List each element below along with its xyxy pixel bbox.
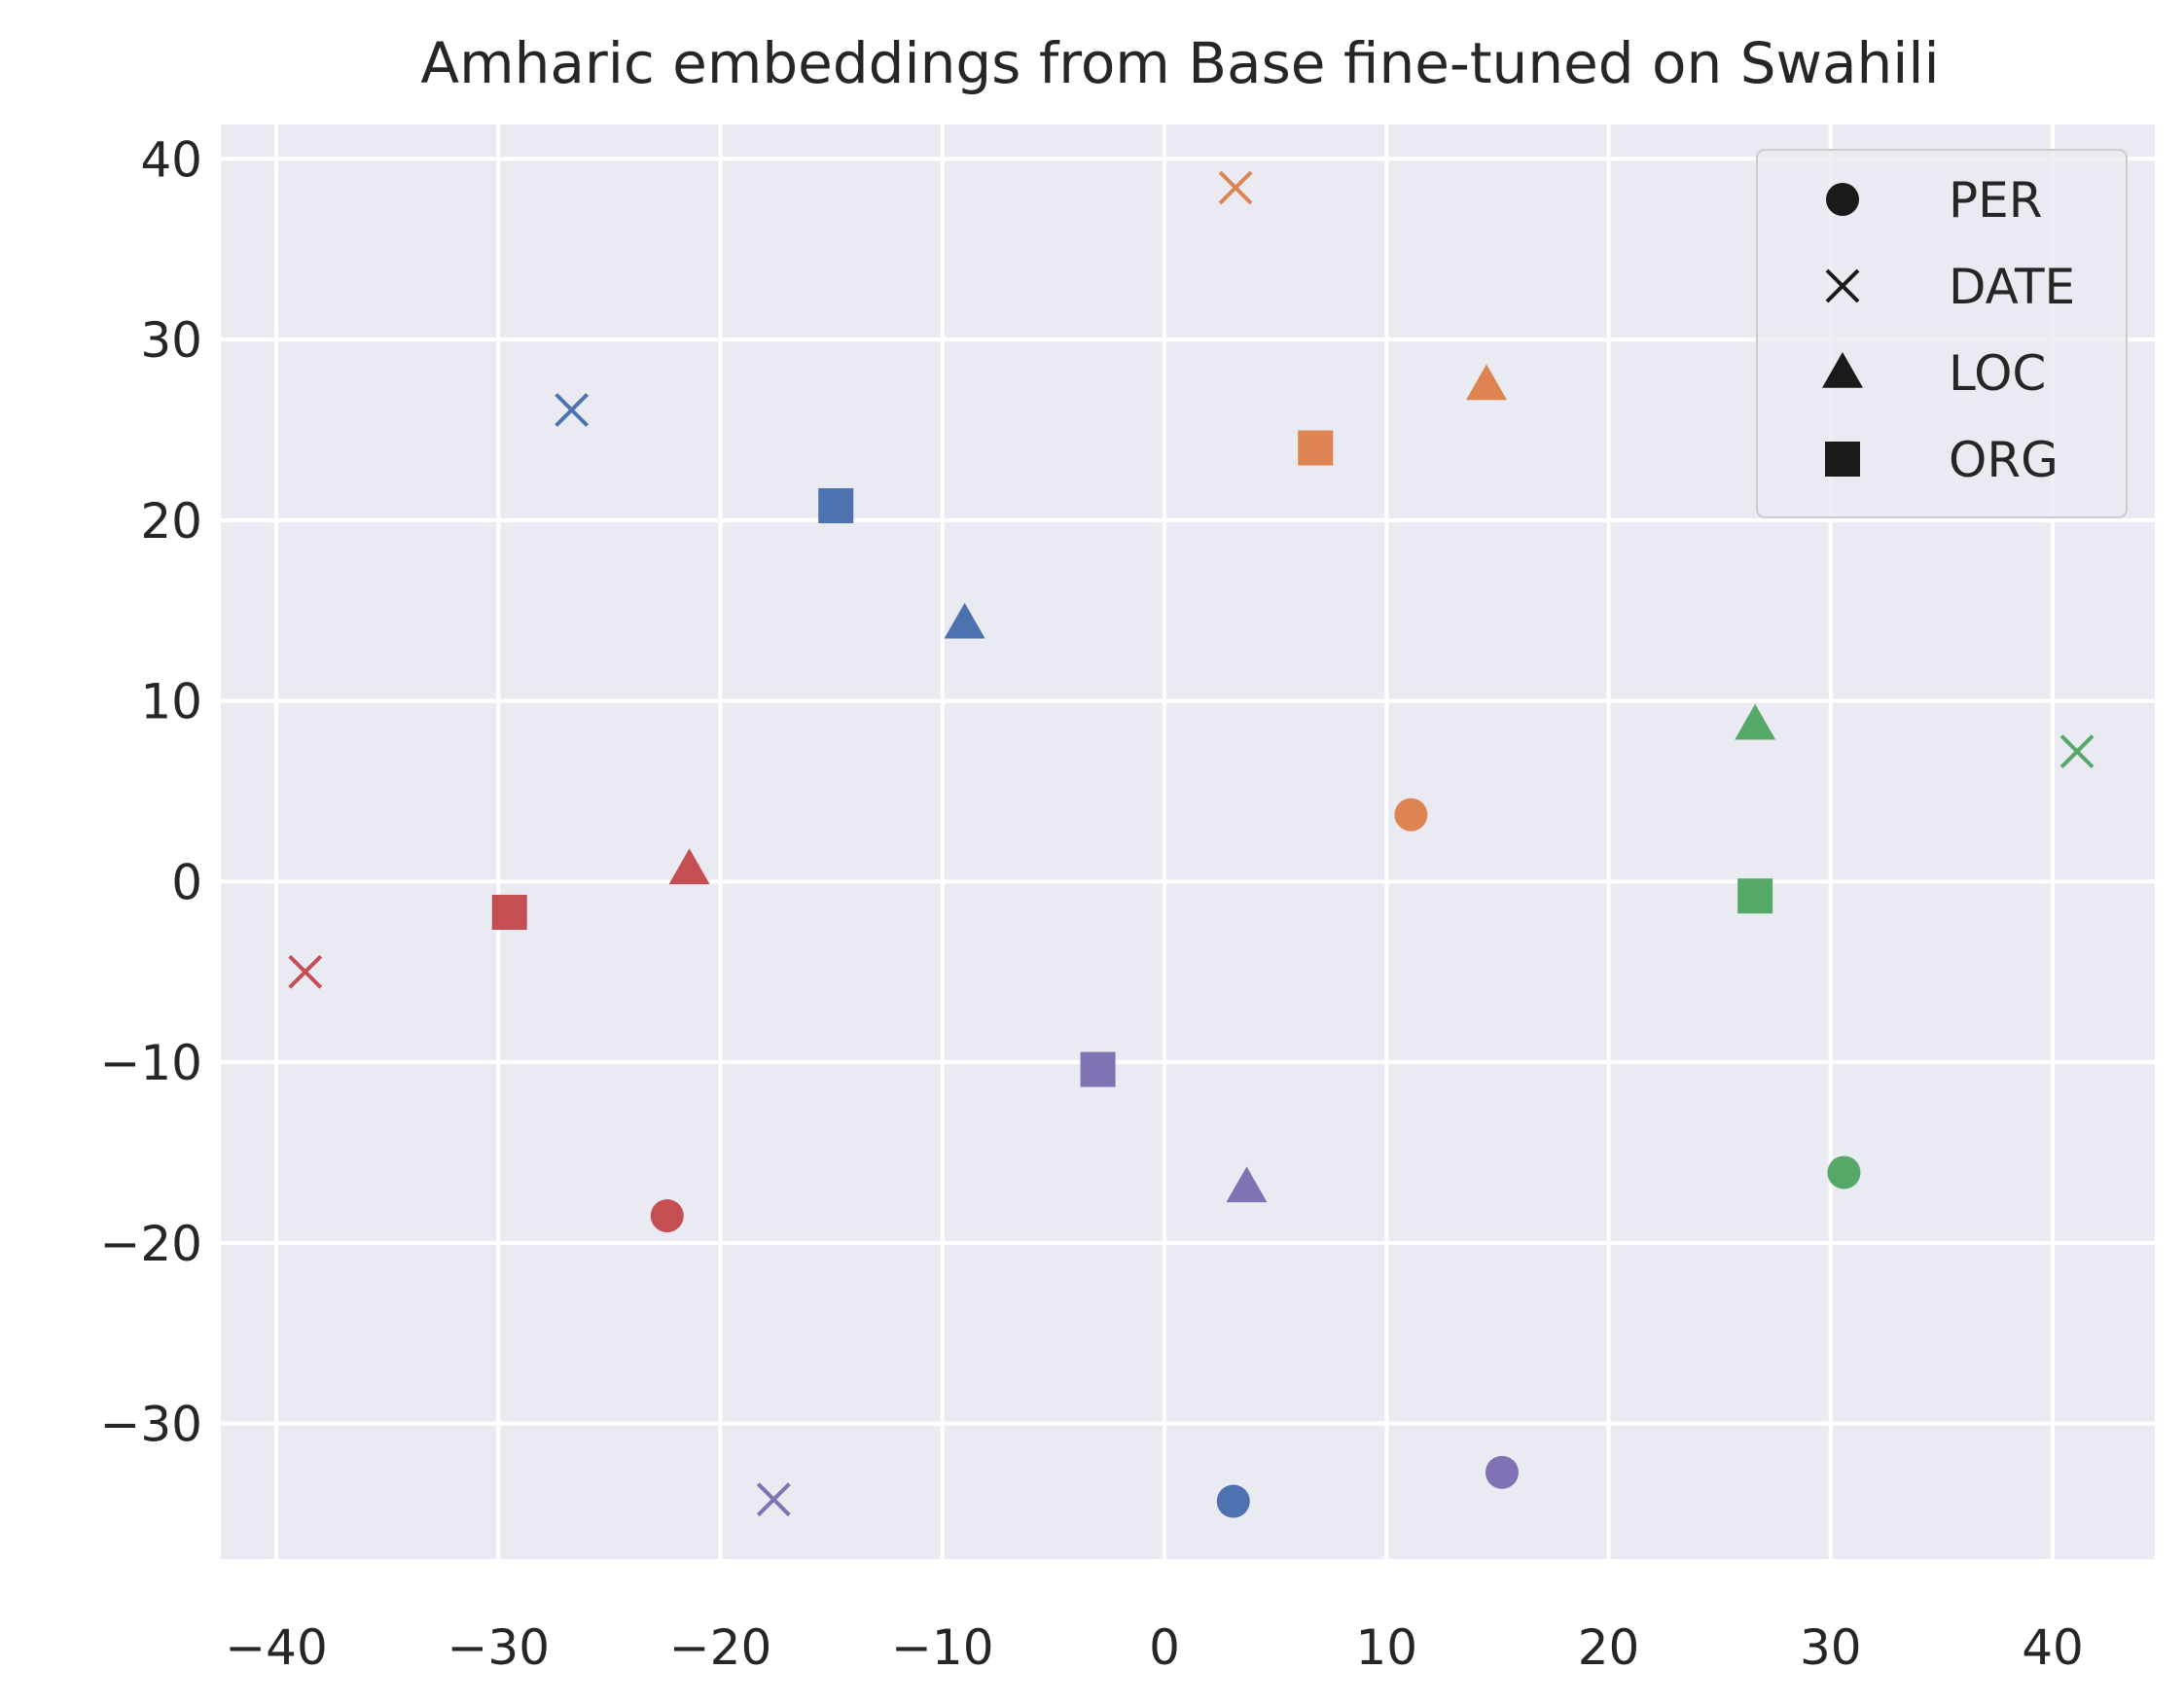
data-point-square [491, 894, 527, 930]
y-tick-label: −30 [99, 1397, 202, 1453]
x-tick-label: −40 [225, 1619, 328, 1676]
y-axis-ticks: 40 30 20 10 0 −10 −20 −30 [99, 131, 202, 1452]
data-point-circle [1485, 1455, 1519, 1489]
y-tick-label: −20 [99, 1216, 202, 1272]
data-points [288, 170, 2094, 1518]
legend-marker-square [1825, 442, 1860, 477]
x-tick-label: 40 [2022, 1619, 2084, 1676]
y-tick-label: 40 [140, 131, 202, 188]
data-point-triangle [1226, 1166, 1268, 1203]
data-point-triangle [668, 848, 710, 885]
x-tick-label: 20 [1578, 1619, 1640, 1676]
data-point-circle [1216, 1484, 1250, 1518]
x-tick-label: −20 [669, 1619, 772, 1676]
data-point-triangle [1465, 364, 1507, 401]
x-tick-label: 0 [1149, 1619, 1180, 1676]
y-tick-label: 10 [140, 674, 202, 730]
legend-label: PER [1949, 172, 2042, 229]
data-point-x [2059, 734, 2094, 769]
data-point-square [1737, 878, 1773, 914]
legend-label: ORG [1949, 432, 2059, 488]
data-point-triangle [1735, 703, 1776, 740]
x-tick-label: 10 [1355, 1619, 1417, 1676]
data-point-x [555, 393, 590, 427]
y-tick-label: −10 [99, 1035, 202, 1091]
data-point-triangle [944, 602, 985, 639]
y-tick-label: 30 [140, 312, 202, 369]
data-point-circle [1394, 798, 1428, 832]
data-point-square [1080, 1051, 1116, 1087]
legend-marker-triangle [1822, 352, 1863, 388]
chart-title: Amharic embeddings from Base fine-tuned … [420, 30, 1939, 96]
data-point-circle [650, 1199, 684, 1233]
x-axis-ticks: −40 −30 −20 −10 0 10 20 30 40 [225, 1619, 2084, 1676]
legend-marker-circle [1826, 183, 1859, 216]
legend-label: LOC [1949, 345, 2046, 402]
data-point-circle [1827, 1155, 1861, 1190]
legend-label: DATE [1949, 259, 2075, 315]
legend-marker-x [1825, 268, 1860, 303]
data-point-square [818, 487, 854, 523]
x-tick-label: −30 [448, 1619, 551, 1676]
y-tick-label: 20 [140, 493, 202, 550]
data-point-x [756, 1482, 791, 1517]
data-point-square [1298, 430, 1334, 466]
legend: PER DATE LOC ORG [1756, 149, 2128, 518]
data-point-x [288, 954, 323, 989]
y-tick-label: 0 [171, 854, 202, 910]
data-point-x [1218, 170, 1253, 205]
x-tick-label: −10 [891, 1619, 994, 1676]
legend-box [1756, 149, 2128, 518]
x-tick-label: 30 [1800, 1619, 1862, 1676]
